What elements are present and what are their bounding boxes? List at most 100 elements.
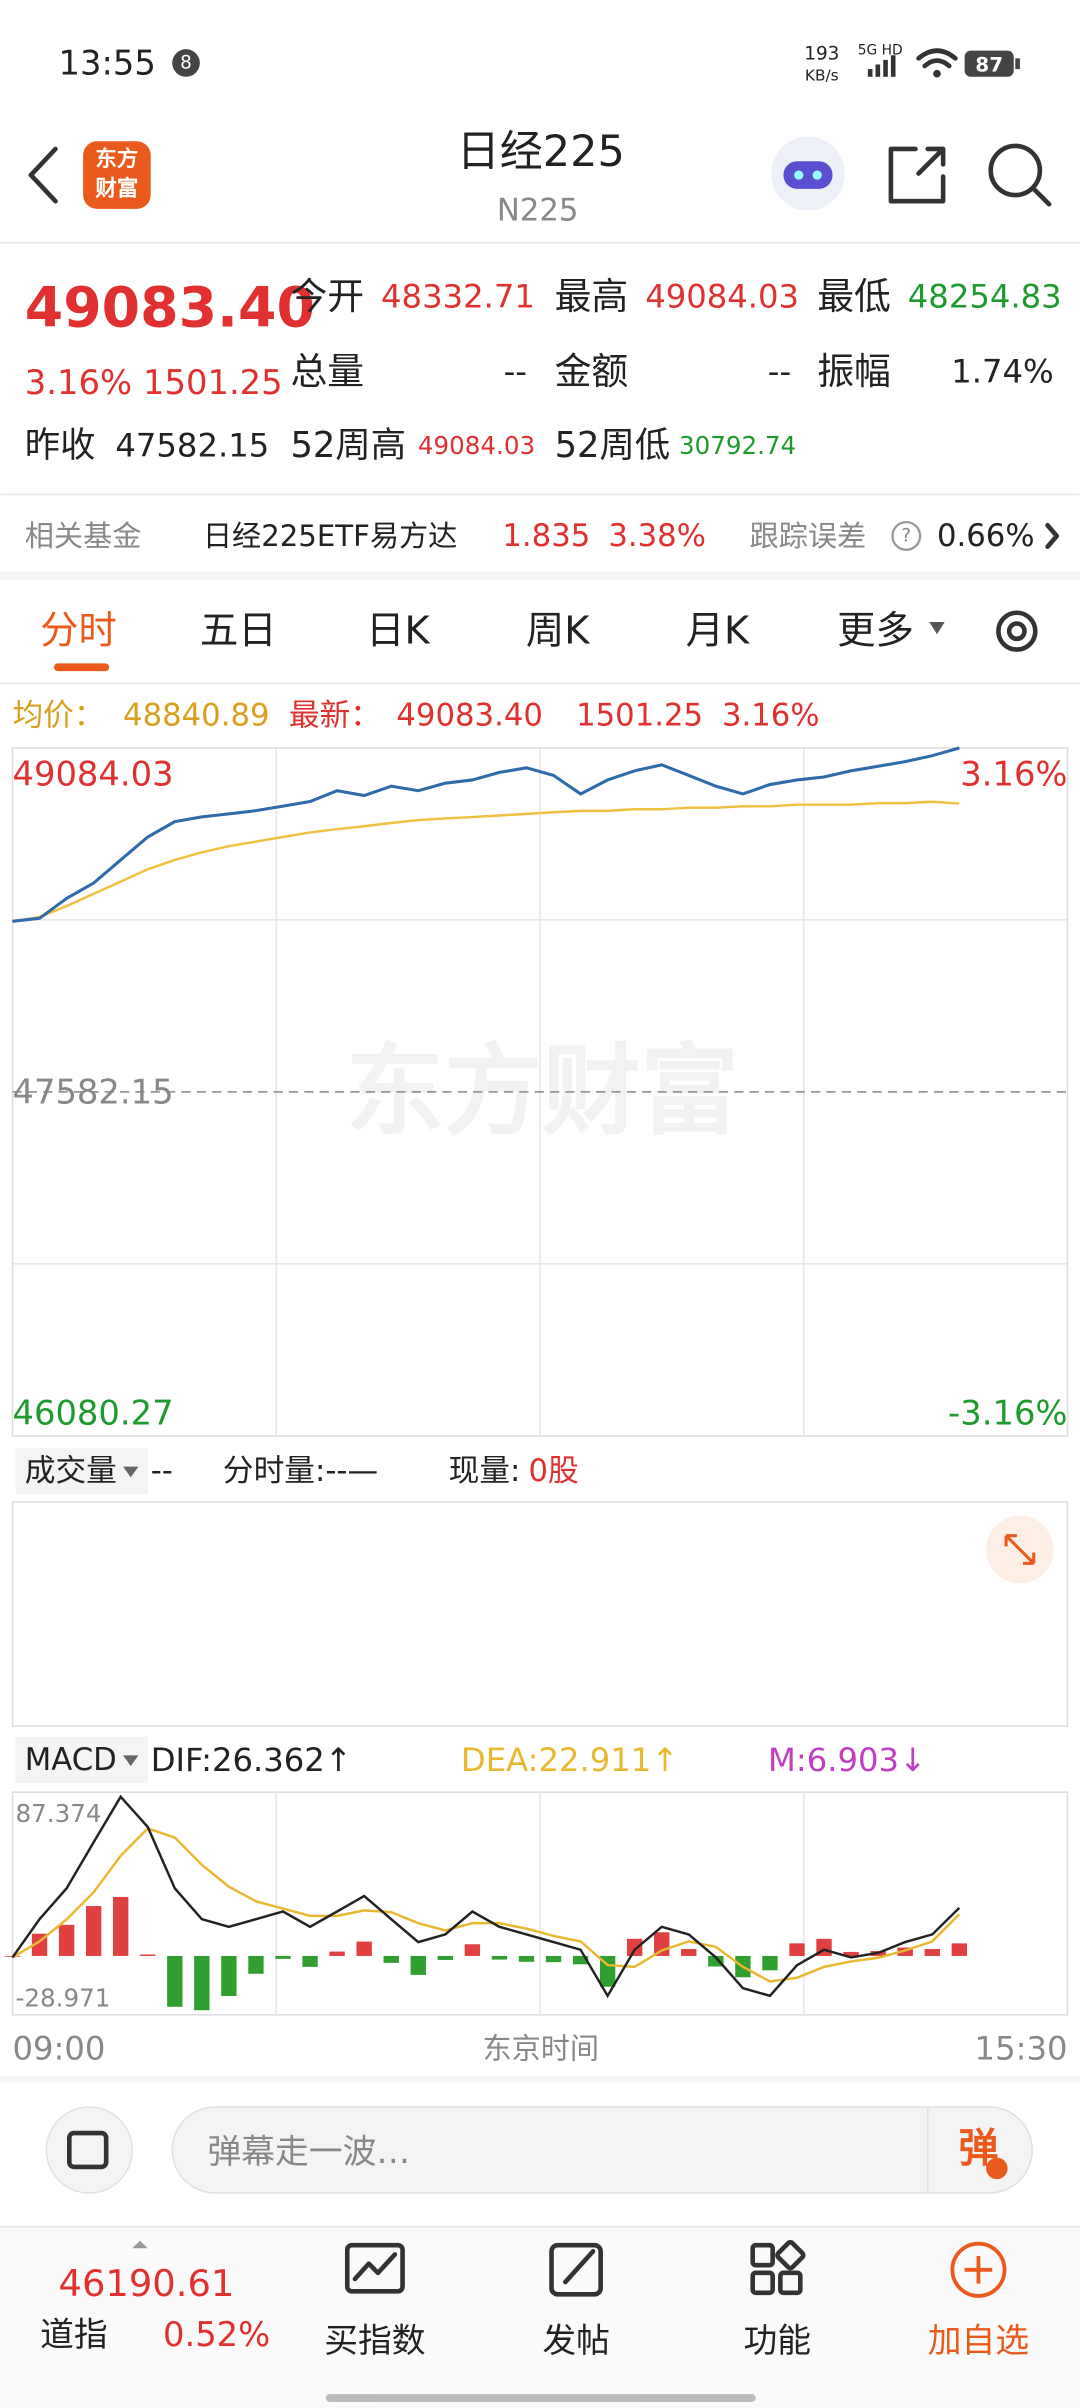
chevron bbox=[1045, 522, 1060, 550]
macd-bar bbox=[789, 1943, 805, 1956]
help-mark: ? bbox=[901, 525, 911, 546]
macd-bar bbox=[329, 1951, 345, 1956]
fund-label: 相关基金 bbox=[25, 519, 142, 553]
gear-ring bbox=[996, 610, 1038, 652]
legend-trend: ↑ bbox=[651, 1741, 678, 1779]
nav-item[interactable]: 功能 bbox=[744, 2321, 812, 2360]
field-label: 昨收 bbox=[25, 425, 96, 466]
dropdown-arrow bbox=[929, 621, 945, 635]
legend-name: DIF: bbox=[151, 1741, 212, 1779]
dropdown-arrow bbox=[123, 1755, 139, 1767]
x-title: 东京时间 bbox=[482, 2032, 599, 2066]
macd-bar bbox=[518, 1955, 535, 1962]
comment-input[interactable] bbox=[171, 2106, 1033, 2194]
share-button[interactable] bbox=[888, 146, 946, 204]
macd-bar bbox=[194, 1955, 210, 2011]
volume-selector[interactable] bbox=[15, 1448, 148, 1495]
macd-bar bbox=[58, 1924, 75, 1956]
macd-bar bbox=[951, 1943, 967, 1956]
tab-indicator bbox=[53, 663, 110, 672]
volume-value: -- bbox=[151, 1453, 173, 1489]
field-value: 30792.74 bbox=[679, 431, 796, 460]
tab[interactable]: 更多 bbox=[837, 609, 914, 654]
related-fund[interactable]: 相关基金 日经225ETF易方达 1.835 3.38% 跟踪误差 ? 0.66… bbox=[25, 518, 1060, 554]
avg-label: 均价： bbox=[12, 698, 104, 734]
time-volume: 分时量:--— bbox=[223, 1453, 378, 1489]
nav-icon bbox=[950, 2241, 1007, 2298]
field-value: 48332.71 bbox=[381, 277, 535, 315]
index-name: 道指 bbox=[40, 2315, 108, 2354]
tab[interactable]: 周K bbox=[526, 609, 590, 654]
macd-bar bbox=[843, 1951, 859, 1956]
legend-name: DEA: bbox=[461, 1741, 539, 1779]
nav-icon bbox=[750, 2240, 806, 2296]
legend-entry: DEA:22.911↑ bbox=[461, 1741, 678, 1779]
expand-button[interactable] bbox=[986, 1515, 1054, 1584]
indicator-selector[interactable] bbox=[15, 1736, 148, 1783]
battery-level: 87 bbox=[975, 53, 1003, 77]
fund-name: 日经225ETF易方达 bbox=[203, 519, 457, 553]
y-tick-label: 47582.15 bbox=[12, 1072, 173, 1111]
field-value: 49084.03 bbox=[645, 277, 799, 315]
latest-label: 最新： bbox=[289, 698, 381, 734]
macd-bar bbox=[275, 1955, 291, 1959]
assistant-button[interactable] bbox=[771, 136, 845, 211]
x-start: 09:00 bbox=[12, 2030, 105, 2068]
legend-value: 6.903 bbox=[807, 1741, 899, 1779]
legend-trend: ↑ bbox=[325, 1741, 352, 1779]
index-ticker[interactable]: 46190.61 道指 0.52% bbox=[40, 2262, 270, 2354]
legend-entry: M:6.903↓ bbox=[768, 1741, 926, 1779]
nav-item[interactable]: 买指数 bbox=[324, 2321, 425, 2360]
macd-bar bbox=[491, 1955, 508, 1960]
field-value: 47582.15 bbox=[115, 426, 269, 464]
section-gap bbox=[0, 571, 1080, 581]
macd-bar bbox=[627, 1938, 643, 1956]
y2-tick-label: -3.16% bbox=[948, 1393, 1067, 1432]
tab[interactable]: 日K bbox=[366, 609, 430, 654]
fund-price: 1.835 bbox=[502, 518, 590, 554]
badge-bg bbox=[172, 49, 200, 77]
field-value: -- bbox=[768, 353, 791, 391]
nav-icon bbox=[549, 2242, 603, 2297]
logo bbox=[83, 141, 151, 209]
x-end: 15:30 bbox=[975, 2030, 1068, 2068]
tab[interactable]: 月K bbox=[686, 609, 750, 654]
macd-bar bbox=[572, 1955, 589, 1965]
danmaku-badge bbox=[986, 2157, 1008, 2180]
macd-bar bbox=[708, 1955, 724, 1967]
tab[interactable]: 分时 bbox=[40, 609, 117, 654]
signal-icon bbox=[867, 55, 896, 77]
indicator-label: MACD bbox=[25, 1742, 117, 1778]
field-label: 最高 bbox=[555, 275, 629, 318]
volume-label: 成交量 bbox=[25, 1453, 117, 1489]
current-volume-label: 现量: bbox=[449, 1453, 521, 1489]
y2-tick-label: 3.16% bbox=[960, 755, 1067, 794]
field-label: 总量 bbox=[290, 350, 364, 393]
assistant-eye bbox=[812, 170, 822, 180]
macd-bar bbox=[248, 1955, 264, 1974]
y-tick-label: 87.374 bbox=[16, 1799, 102, 1828]
settings-button[interactable] bbox=[996, 610, 1038, 652]
toggle-icon bbox=[67, 2130, 109, 2170]
nav-icon bbox=[344, 2242, 405, 2294]
expand-icon bbox=[1004, 1534, 1036, 1565]
avg-price: 48840.89 bbox=[123, 698, 270, 734]
assistant-face bbox=[783, 161, 833, 189]
help-icon[interactable] bbox=[891, 520, 922, 551]
search-button[interactable] bbox=[988, 143, 1052, 207]
back-button[interactable] bbox=[28, 146, 58, 204]
logo-text: 财富 bbox=[95, 175, 138, 201]
legend-trend: ↓ bbox=[899, 1741, 926, 1779]
logo-text: 东方 bbox=[95, 146, 138, 172]
comment-placeholder: 弹幕走一波… bbox=[208, 2132, 411, 2171]
caret bbox=[132, 2240, 148, 2249]
search-handle bbox=[1031, 186, 1052, 207]
nav-item[interactable]: 发帖 bbox=[542, 2321, 610, 2360]
field-value: -- bbox=[504, 353, 527, 391]
danmaku-toggle[interactable] bbox=[45, 2106, 134, 2194]
price-line bbox=[12, 746, 960, 923]
tab[interactable]: 五日 bbox=[200, 609, 277, 654]
section-gap bbox=[0, 2076, 1080, 2083]
nav-item[interactable]: 加自选 bbox=[928, 2321, 1029, 2360]
macd-bar bbox=[113, 1896, 129, 1956]
